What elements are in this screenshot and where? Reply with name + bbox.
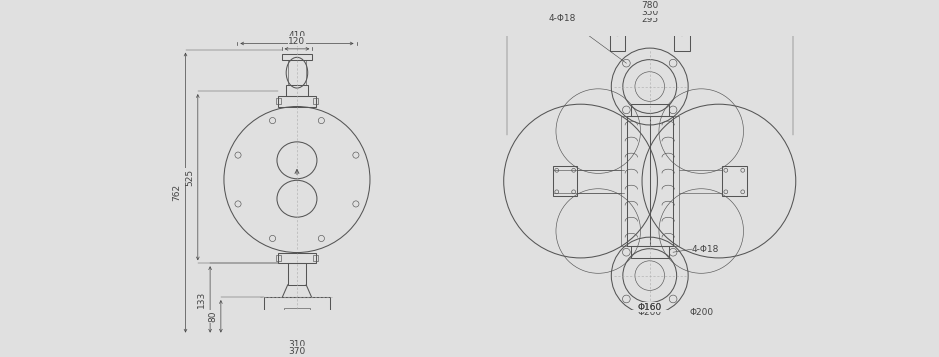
Bar xyxy=(626,116,672,246)
Text: 410: 410 xyxy=(288,31,305,40)
Text: Φ200: Φ200 xyxy=(690,308,714,317)
Bar xyxy=(621,116,626,246)
Bar xyxy=(282,54,313,60)
Bar xyxy=(674,30,690,51)
Bar xyxy=(609,30,625,51)
Text: 525: 525 xyxy=(185,169,194,186)
Text: 310: 310 xyxy=(288,340,305,348)
Bar xyxy=(553,166,577,196)
Text: 133: 133 xyxy=(197,291,207,308)
Bar xyxy=(313,255,317,261)
Bar xyxy=(286,85,308,96)
Bar xyxy=(264,297,330,311)
Text: 80: 80 xyxy=(208,311,218,322)
Text: 370: 370 xyxy=(288,347,305,356)
Bar xyxy=(313,98,317,104)
Text: 4-Φ18: 4-Φ18 xyxy=(549,14,577,24)
Text: Φ200: Φ200 xyxy=(638,308,662,317)
Bar xyxy=(722,166,747,196)
Text: 295: 295 xyxy=(641,15,658,24)
Bar xyxy=(278,96,316,106)
Text: Φ160: Φ160 xyxy=(638,303,662,312)
Text: Φ160: Φ160 xyxy=(638,303,662,312)
Bar xyxy=(287,263,306,285)
Bar xyxy=(238,322,357,336)
Text: 350: 350 xyxy=(641,8,658,17)
Text: 780: 780 xyxy=(641,1,658,10)
Text: 4-Φ18: 4-Φ18 xyxy=(692,245,719,254)
Bar xyxy=(630,246,669,258)
Text: 120: 120 xyxy=(288,37,305,46)
Bar xyxy=(278,252,316,263)
Bar xyxy=(276,255,281,261)
Bar xyxy=(276,98,281,104)
Bar xyxy=(284,308,310,314)
Text: 762: 762 xyxy=(173,184,181,201)
Bar xyxy=(672,116,679,246)
Bar xyxy=(630,104,669,116)
Bar xyxy=(287,60,306,85)
